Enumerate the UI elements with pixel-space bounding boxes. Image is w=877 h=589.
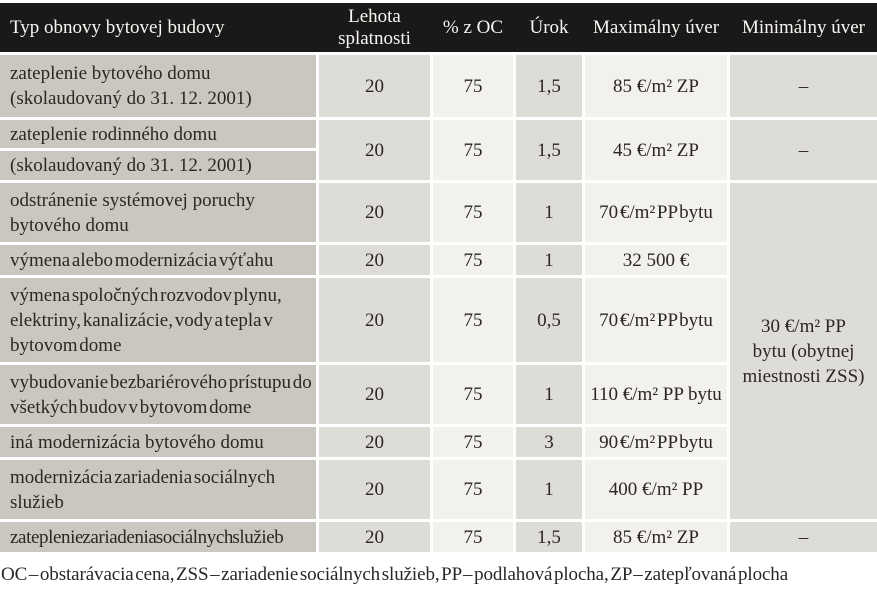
- header-type: Typ obnovy bytovej budovy: [10, 16, 225, 38]
- cell-pct-9: 75: [433, 522, 513, 552]
- cell-interest-9: 1,5: [516, 522, 582, 552]
- cell-interest-3: 1: [516, 183, 582, 242]
- cell-type-1: zateplenie bytového domu (skolaudovaný d…: [0, 55, 316, 117]
- cell-interest-1: 1,5: [516, 55, 582, 117]
- cell-max-4: 32 500 €: [585, 245, 727, 275]
- cell-pct-5: 75: [433, 278, 513, 362]
- cell-max-9: 85 €/m² ZP: [585, 522, 727, 552]
- cell-maturity-4: 20: [319, 245, 430, 275]
- cell-type-2b: (skolaudovaný do 31. 12. 2001): [0, 151, 316, 180]
- cell-maturity-7: 20: [319, 427, 430, 457]
- header-min-loan: Minimálny úver: [742, 16, 865, 38]
- cell-max-3: 70 €/m² PP bytu: [585, 183, 727, 242]
- cell-pct-8: 75: [433, 460, 513, 519]
- cell-interest-8: 1: [516, 460, 582, 519]
- cell-interest-6: 1: [516, 365, 582, 424]
- cell-maturity-5: 20: [319, 278, 430, 362]
- cell-min-merged: 30 €/m² PP bytu (obytnej miestnosti ZSS): [730, 183, 877, 519]
- header-max-loan: Maximálny úver: [592, 16, 720, 38]
- cell-interest-5: 0,5: [516, 278, 582, 362]
- table-body: zateplenie bytového domu (skolaudovaný d…: [0, 55, 877, 552]
- cell-type-3: odstránenie systémovej poruchy bytového …: [0, 183, 316, 242]
- cell-maturity-2: 20: [319, 120, 430, 180]
- cell-max-8: 400 €/m² PP: [585, 460, 727, 519]
- header-pct-of-oc: % z OC: [442, 16, 504, 38]
- cell-min-1: –: [730, 55, 877, 117]
- cell-max-5: 70 €/m² PP bytu: [585, 278, 727, 362]
- abbreviations-footnote: OC – obstarávacia cena, ZSS – zariadenie…: [1, 564, 789, 585]
- cell-type-6: vybudovanie bezbariérového prístupu do v…: [0, 365, 316, 424]
- cell-interest-2: 1,5: [516, 120, 582, 180]
- table-header-row: Typ obnovy bytovej budovy Lehota splatno…: [0, 3, 877, 52]
- cell-type-7: iná modernizácia bytového domu: [0, 427, 316, 457]
- cell-maturity-9: 20: [319, 522, 430, 552]
- header-interest: Úrok: [529, 16, 569, 38]
- cell-maturity-6: 20: [319, 365, 430, 424]
- cell-type-5: výmena spoločných rozvodov plynu, elektr…: [0, 278, 316, 362]
- cell-pct-7: 75: [433, 427, 513, 457]
- cell-max-6: 110 €/m² PP bytu: [585, 365, 727, 424]
- cell-interest-4: 1: [516, 245, 582, 275]
- cell-min-2: –: [730, 120, 877, 180]
- cell-type-9: zateplenie zariadenia sociálnych služieb: [0, 522, 316, 552]
- cell-maturity-3: 20: [319, 183, 430, 242]
- cell-max-1: 85 €/m² ZP: [585, 55, 727, 117]
- cell-pct-1: 75: [433, 55, 513, 117]
- cell-interest-7: 3: [516, 427, 582, 457]
- cell-maturity-1: 20: [319, 55, 430, 117]
- cell-max-2: 45 €/m² ZP: [585, 120, 727, 180]
- cell-type-2a: zateplenie rodinného domu: [0, 120, 316, 148]
- cell-pct-4: 75: [433, 245, 513, 275]
- cell-min-9: –: [730, 522, 877, 552]
- cell-type-4: výmena alebo modernizácia výťahu: [0, 245, 316, 275]
- cell-pct-2: 75: [433, 120, 513, 180]
- cell-type-8: modernizácia zariadenia sociálnych služi…: [0, 460, 316, 519]
- cell-pct-3: 75: [433, 183, 513, 242]
- cell-max-7: 90 €/m² PP bytu: [585, 427, 727, 457]
- header-maturity: Lehota splatnosti: [338, 5, 411, 49]
- cell-pct-6: 75: [433, 365, 513, 424]
- cell-maturity-8: 20: [319, 460, 430, 519]
